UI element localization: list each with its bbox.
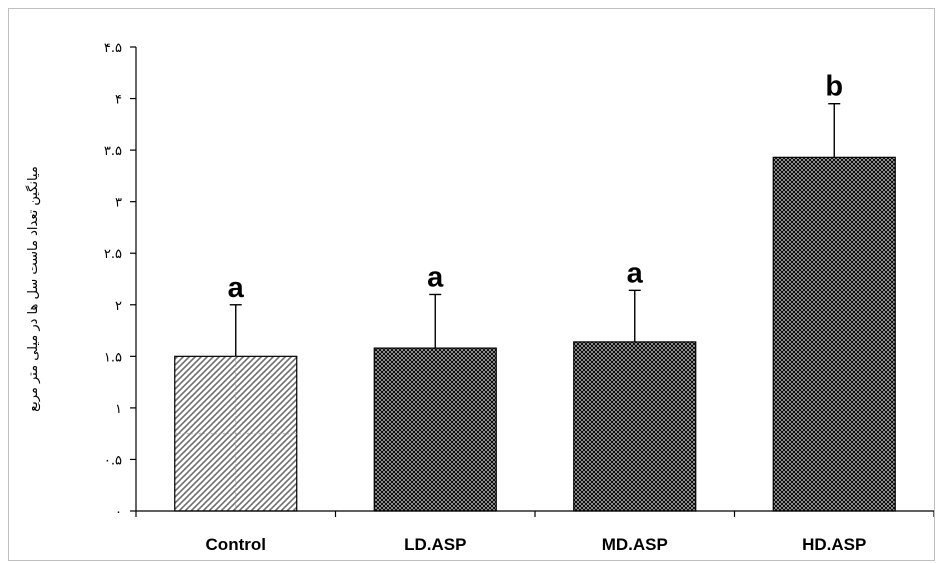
y-tick-label: ۰.۵: [104, 453, 122, 468]
bar-ld-asp: [373, 347, 497, 512]
y-tick-label: ۴.۵: [104, 41, 122, 56]
x-tick-label: Control: [206, 535, 266, 554]
error-bars-layer: [229, 103, 841, 357]
x-tick-label: LD.ASP: [404, 535, 466, 554]
bar-md-asp: [573, 341, 697, 512]
significance-labels: a a a b: [228, 71, 843, 304]
y-tick-label: ۳: [115, 196, 122, 211]
y-ticks: ۰ ۰.۵ ۱ ۱.۵ ۲ ۲.۵ ۳ ۳.۵ ۴ ۴.۵: [104, 41, 934, 520]
bar-chart: ۰ ۰.۵ ۱ ۱.۵ ۲ ۲.۵ ۳ ۳.۵ ۴ ۴.۵ Control LD.ASP MD.ASP…: [25, 41, 934, 554]
significance-label: a: [627, 257, 644, 289]
bars-layer: [174, 156, 896, 512]
x-tick-label: MD.ASP: [602, 535, 668, 554]
x-tick-labels: Control LD.ASP MD.ASP HD.ASP: [206, 535, 867, 554]
y-tick-label: ۰: [115, 505, 122, 520]
y-axis-label: میانگین تعداد ماست سل ها در میلی متر مرب…: [25, 166, 41, 412]
y-tick-label: ۴: [115, 93, 122, 108]
significance-label: a: [427, 261, 444, 293]
y-tick-label: ۱.۵: [104, 350, 122, 365]
y-tick-label: ۲.۵: [104, 247, 122, 262]
x-tick-label: HD.ASP: [802, 535, 866, 554]
significance-label: b: [825, 71, 843, 103]
y-tick-label: ۱: [115, 402, 122, 417]
chart-frame: ۰ ۰.۵ ۱ ۱.۵ ۲ ۲.۵ ۳ ۳.۵ ۴ ۴.۵ Control LD.ASP MD.ASP…: [8, 8, 935, 561]
significance-label: a: [228, 272, 245, 304]
y-tick-label: ۲: [115, 299, 122, 314]
bar-hd-asp: [772, 156, 896, 512]
y-tick-label: ۳.۵: [104, 144, 122, 159]
